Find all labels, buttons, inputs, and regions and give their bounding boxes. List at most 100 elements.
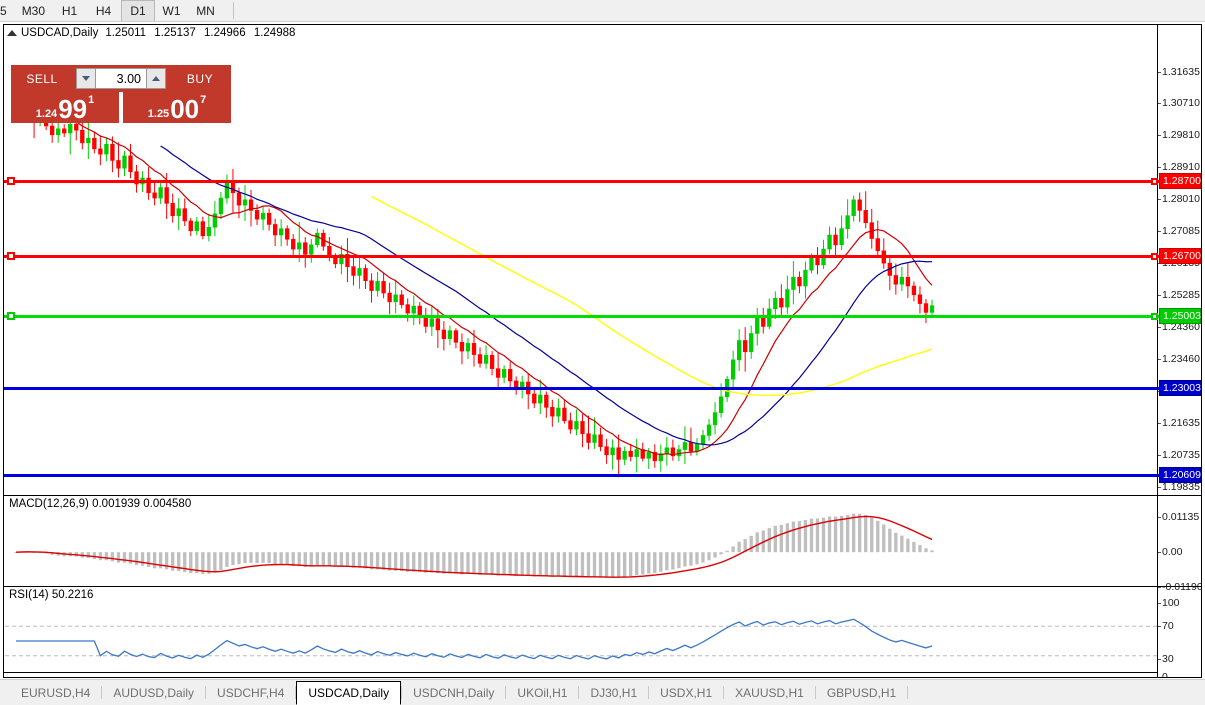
timeframe-label: H1 (61, 3, 78, 18)
timeframe-label: M30 (21, 3, 46, 18)
price-tick: 1.24360 (1158, 321, 1200, 333)
rsi-tick: 100 (1158, 597, 1180, 609)
price-tick: 1.30710 (1158, 97, 1200, 109)
volume-decrease-button[interactable] (76, 68, 96, 89)
price-tag-red[interactable]: 1.26700 (1159, 248, 1201, 264)
timeframe-label: H4 (95, 3, 112, 18)
symbol-tab-dj30[interactable]: DJ30,H1 (579, 680, 648, 705)
rsi-indicator-pane[interactable]: RSI(14) 50.2216 (4, 586, 1159, 672)
date-tick: 6 Apr 2021 (518, 676, 569, 677)
symbol-tab-xauusd[interactable]: XAUUSD,H1 (724, 680, 815, 705)
symbol-tab-label: USDX,H1 (660, 685, 713, 700)
buy-price-fraction: 7 (200, 94, 207, 106)
price-tick: 1.19835 (1158, 481, 1200, 493)
date-axis[interactable]: 5 Nov 2020 24 Nov 2020 12 Dec 2020 1 Jan 20… (4, 672, 1159, 677)
one-click-trading-top-row: SELL 3.00 BUY (11, 65, 231, 92)
ohlc-close: 1.24988 (253, 26, 296, 39)
buy-price-prefix: 1.25 (147, 108, 170, 120)
tab-divider (723, 686, 725, 699)
date-tick: 13 May 2021 (641, 676, 702, 677)
tab-divider (505, 686, 507, 699)
volume-input[interactable]: 3.00 (96, 68, 146, 89)
price-tag-red[interactable]: 1.28700 (1159, 173, 1201, 189)
timeframe-button-m30[interactable]: M30 (15, 0, 53, 21)
tab-divider (814, 686, 816, 699)
date-tick: 1 Jan 2021 (199, 676, 251, 677)
buy-button[interactable]: BUY (169, 65, 231, 92)
sell-price-prefix: 1.24 (35, 108, 58, 120)
macd-plot (14, 513, 934, 578)
symbol-tab-bar: EURUSD,H4 AUDUSD,Daily USDCHF,H4 USDCAD,Dai… (0, 679, 1205, 705)
chart-area[interactable]: USDCAD,Daily 1.25011 1.25137 1.24966 1.2… (3, 24, 1202, 678)
symbol-tab-label: EURUSD,H4 (21, 685, 91, 700)
price-tick: 1.31635 (1158, 66, 1200, 78)
price-chart-pane[interactable] (4, 40, 1159, 495)
symbol-tab-usdcnh[interactable]: USDCNH,Daily (402, 680, 505, 705)
price-tag-handle[interactable] (1151, 253, 1158, 260)
volume-increase-button[interactable] (146, 68, 166, 89)
date-tick: 21 Jan 2021 (260, 676, 318, 677)
symbol-tab-label: AUDUSD,Daily (113, 685, 195, 700)
rsi-tick: 30 (1158, 653, 1174, 665)
date-tick: 27 Feb 2021 (387, 676, 446, 677)
arrow-down-icon (82, 76, 90, 81)
sell-button[interactable]: SELL (11, 65, 73, 92)
rsi-plot (5, 618, 1157, 660)
tab-divider (295, 686, 297, 699)
price-tick: 1.25285 (1158, 289, 1200, 301)
macd-tick: -0.01190 (1158, 581, 1201, 593)
price-scale-axis[interactable]: 1.31635 1.30710 1.29810 1.28910 1.28010 1.270… (1151, 25, 1201, 677)
volume-stepper: 3.00 (73, 65, 169, 92)
sell-price-big: 99 (58, 94, 88, 124)
price-tag-handle[interactable] (1151, 178, 1158, 185)
price-tag-green[interactable]: 1.25003 (1159, 308, 1201, 324)
toolbar-divider (233, 2, 235, 19)
price-tag-blue[interactable]: 1.23003 (1159, 380, 1201, 396)
timeframe-button-mn[interactable]: MN (189, 0, 223, 21)
symbol-tab-ukoil[interactable]: UKOil,H1 (506, 680, 578, 705)
timeframe-toolbar: 5 M30 H1 H4 D1 W1 MN (0, 0, 1205, 22)
symbol-tab-gbpusd[interactable]: GBPUSD,H1 (816, 680, 907, 705)
symbol-tab-label: DJ30,H1 (590, 685, 638, 700)
macd-indicator-pane[interactable]: MACD(12,26,9) 0.001939 0.004580 (4, 495, 1159, 586)
date-tick: 19 Jun 2021 (769, 676, 827, 677)
symbol-tab-usdcad[interactable]: USDCAD,Daily (296, 681, 402, 705)
macd-tick: 0.00 (1158, 546, 1182, 558)
symbol-tab-label: USDCNH,Daily (413, 685, 495, 700)
sell-price-fraction: 1 (88, 94, 95, 106)
timeframe-button-w1[interactable]: W1 (155, 0, 189, 21)
price-tick: 1.21635 (1158, 417, 1200, 429)
chart-ohlc-values: 1.25011 1.25137 1.24966 1.24988 (105, 27, 300, 39)
price-tick: 1.28910 (1158, 161, 1200, 173)
symbol-tab-audusd[interactable]: AUDUSD,Daily (102, 680, 205, 705)
timeframe-button-m5[interactable]: 5 (0, 0, 15, 21)
one-click-trading-panel[interactable]: SELL 3.00 BUY (11, 65, 231, 123)
symbol-tab-label: USDCHF,H4 (217, 685, 285, 700)
symbol-tab-usdx[interactable]: USDX,H1 (649, 680, 723, 705)
collapse-triangle-icon[interactable] (7, 29, 17, 36)
price-tag-blue[interactable]: 1.20609 (1159, 467, 1201, 483)
symbol-tab-label: XAUUSD,H1 (735, 685, 804, 700)
date-tick: 1 Jun 2021 (708, 676, 760, 677)
volume-value: 3.00 (116, 71, 141, 86)
one-click-trading-prices: 1.24 99 1 1.25 00 7 (11, 92, 231, 123)
tab-divider (205, 686, 207, 699)
timeframe-label: W1 (162, 3, 181, 18)
symbol-tab-usdchf[interactable]: USDCHF,H4 (206, 680, 295, 705)
tab-divider (907, 686, 909, 699)
timeframe-button-d1[interactable]: D1 (121, 0, 156, 21)
timeframe-button-h4[interactable]: H4 (87, 0, 121, 21)
symbol-tab-label: USDCAD,Daily (308, 686, 390, 700)
sell-price-display[interactable]: 1.24 99 1 (11, 92, 119, 123)
price-tick: 1.20735 (1158, 449, 1200, 461)
timeframe-label: D1 (130, 4, 146, 18)
symbol-tab-eurusd[interactable]: EURUSD,H4 (10, 680, 101, 705)
buy-price-display[interactable]: 1.25 00 7 (123, 92, 231, 123)
tab-divider (578, 686, 580, 699)
date-tick: 24 Apr 2021 (579, 676, 636, 677)
tab-divider (401, 686, 403, 699)
price-tag-handle[interactable] (1151, 313, 1158, 320)
timeframe-button-h1[interactable]: H1 (53, 0, 87, 21)
date-tick: 12 Dec 2020 (131, 676, 191, 677)
